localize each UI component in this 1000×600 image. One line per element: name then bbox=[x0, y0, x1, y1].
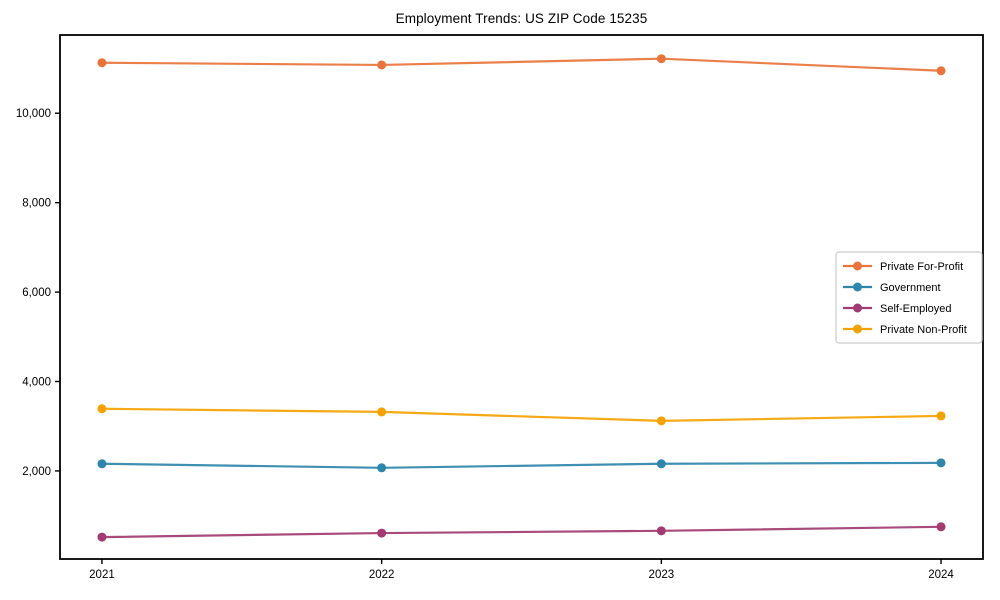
data-point bbox=[377, 60, 387, 70]
series-line-private-for-profit bbox=[101, 57, 942, 72]
y-tick-label: 2,000 bbox=[22, 466, 51, 478]
data-point bbox=[377, 407, 387, 417]
data-point bbox=[936, 411, 946, 421]
legend-label: Government bbox=[880, 282, 941, 294]
legend-label: Private For-Profit bbox=[880, 261, 963, 273]
data-point bbox=[377, 528, 387, 538]
plot-border bbox=[59, 34, 984, 560]
data-point bbox=[97, 459, 107, 469]
x-tick-label: 2024 bbox=[928, 569, 954, 581]
series-line-government bbox=[101, 461, 942, 469]
legend-marker bbox=[853, 303, 862, 313]
legend-marker bbox=[853, 282, 862, 292]
series-line-self-employed bbox=[101, 525, 942, 539]
data-point bbox=[656, 526, 666, 536]
x-tick-label: 2021 bbox=[89, 569, 115, 581]
x-tick-label: 2023 bbox=[649, 569, 675, 581]
legend-marker bbox=[853, 324, 862, 334]
series-line-private-non-profit bbox=[101, 407, 942, 422]
data-point bbox=[936, 66, 946, 76]
data-point bbox=[656, 54, 666, 64]
y-tick-label: 8,000 bbox=[22, 198, 51, 210]
y-tick-label: 6,000 bbox=[22, 287, 51, 299]
data-point bbox=[97, 404, 107, 414]
data-point bbox=[656, 459, 666, 469]
data-point bbox=[656, 416, 666, 426]
chart-title: Employment Trends: US ZIP Code 15235 bbox=[395, 11, 648, 26]
legend-label: Private Non-Profit bbox=[880, 324, 967, 336]
data-point bbox=[936, 522, 946, 532]
data-point bbox=[377, 463, 387, 473]
data-point bbox=[97, 532, 107, 542]
x-tick-label: 2022 bbox=[369, 569, 395, 581]
y-tick-label: 4,000 bbox=[22, 377, 51, 389]
legend-box bbox=[835, 251, 983, 344]
data-point bbox=[97, 58, 107, 68]
data-point bbox=[936, 458, 946, 468]
legend-label: Self-Employed bbox=[880, 303, 952, 315]
legend-marker bbox=[853, 261, 862, 271]
y-tick-label: 10,000 bbox=[16, 108, 51, 120]
